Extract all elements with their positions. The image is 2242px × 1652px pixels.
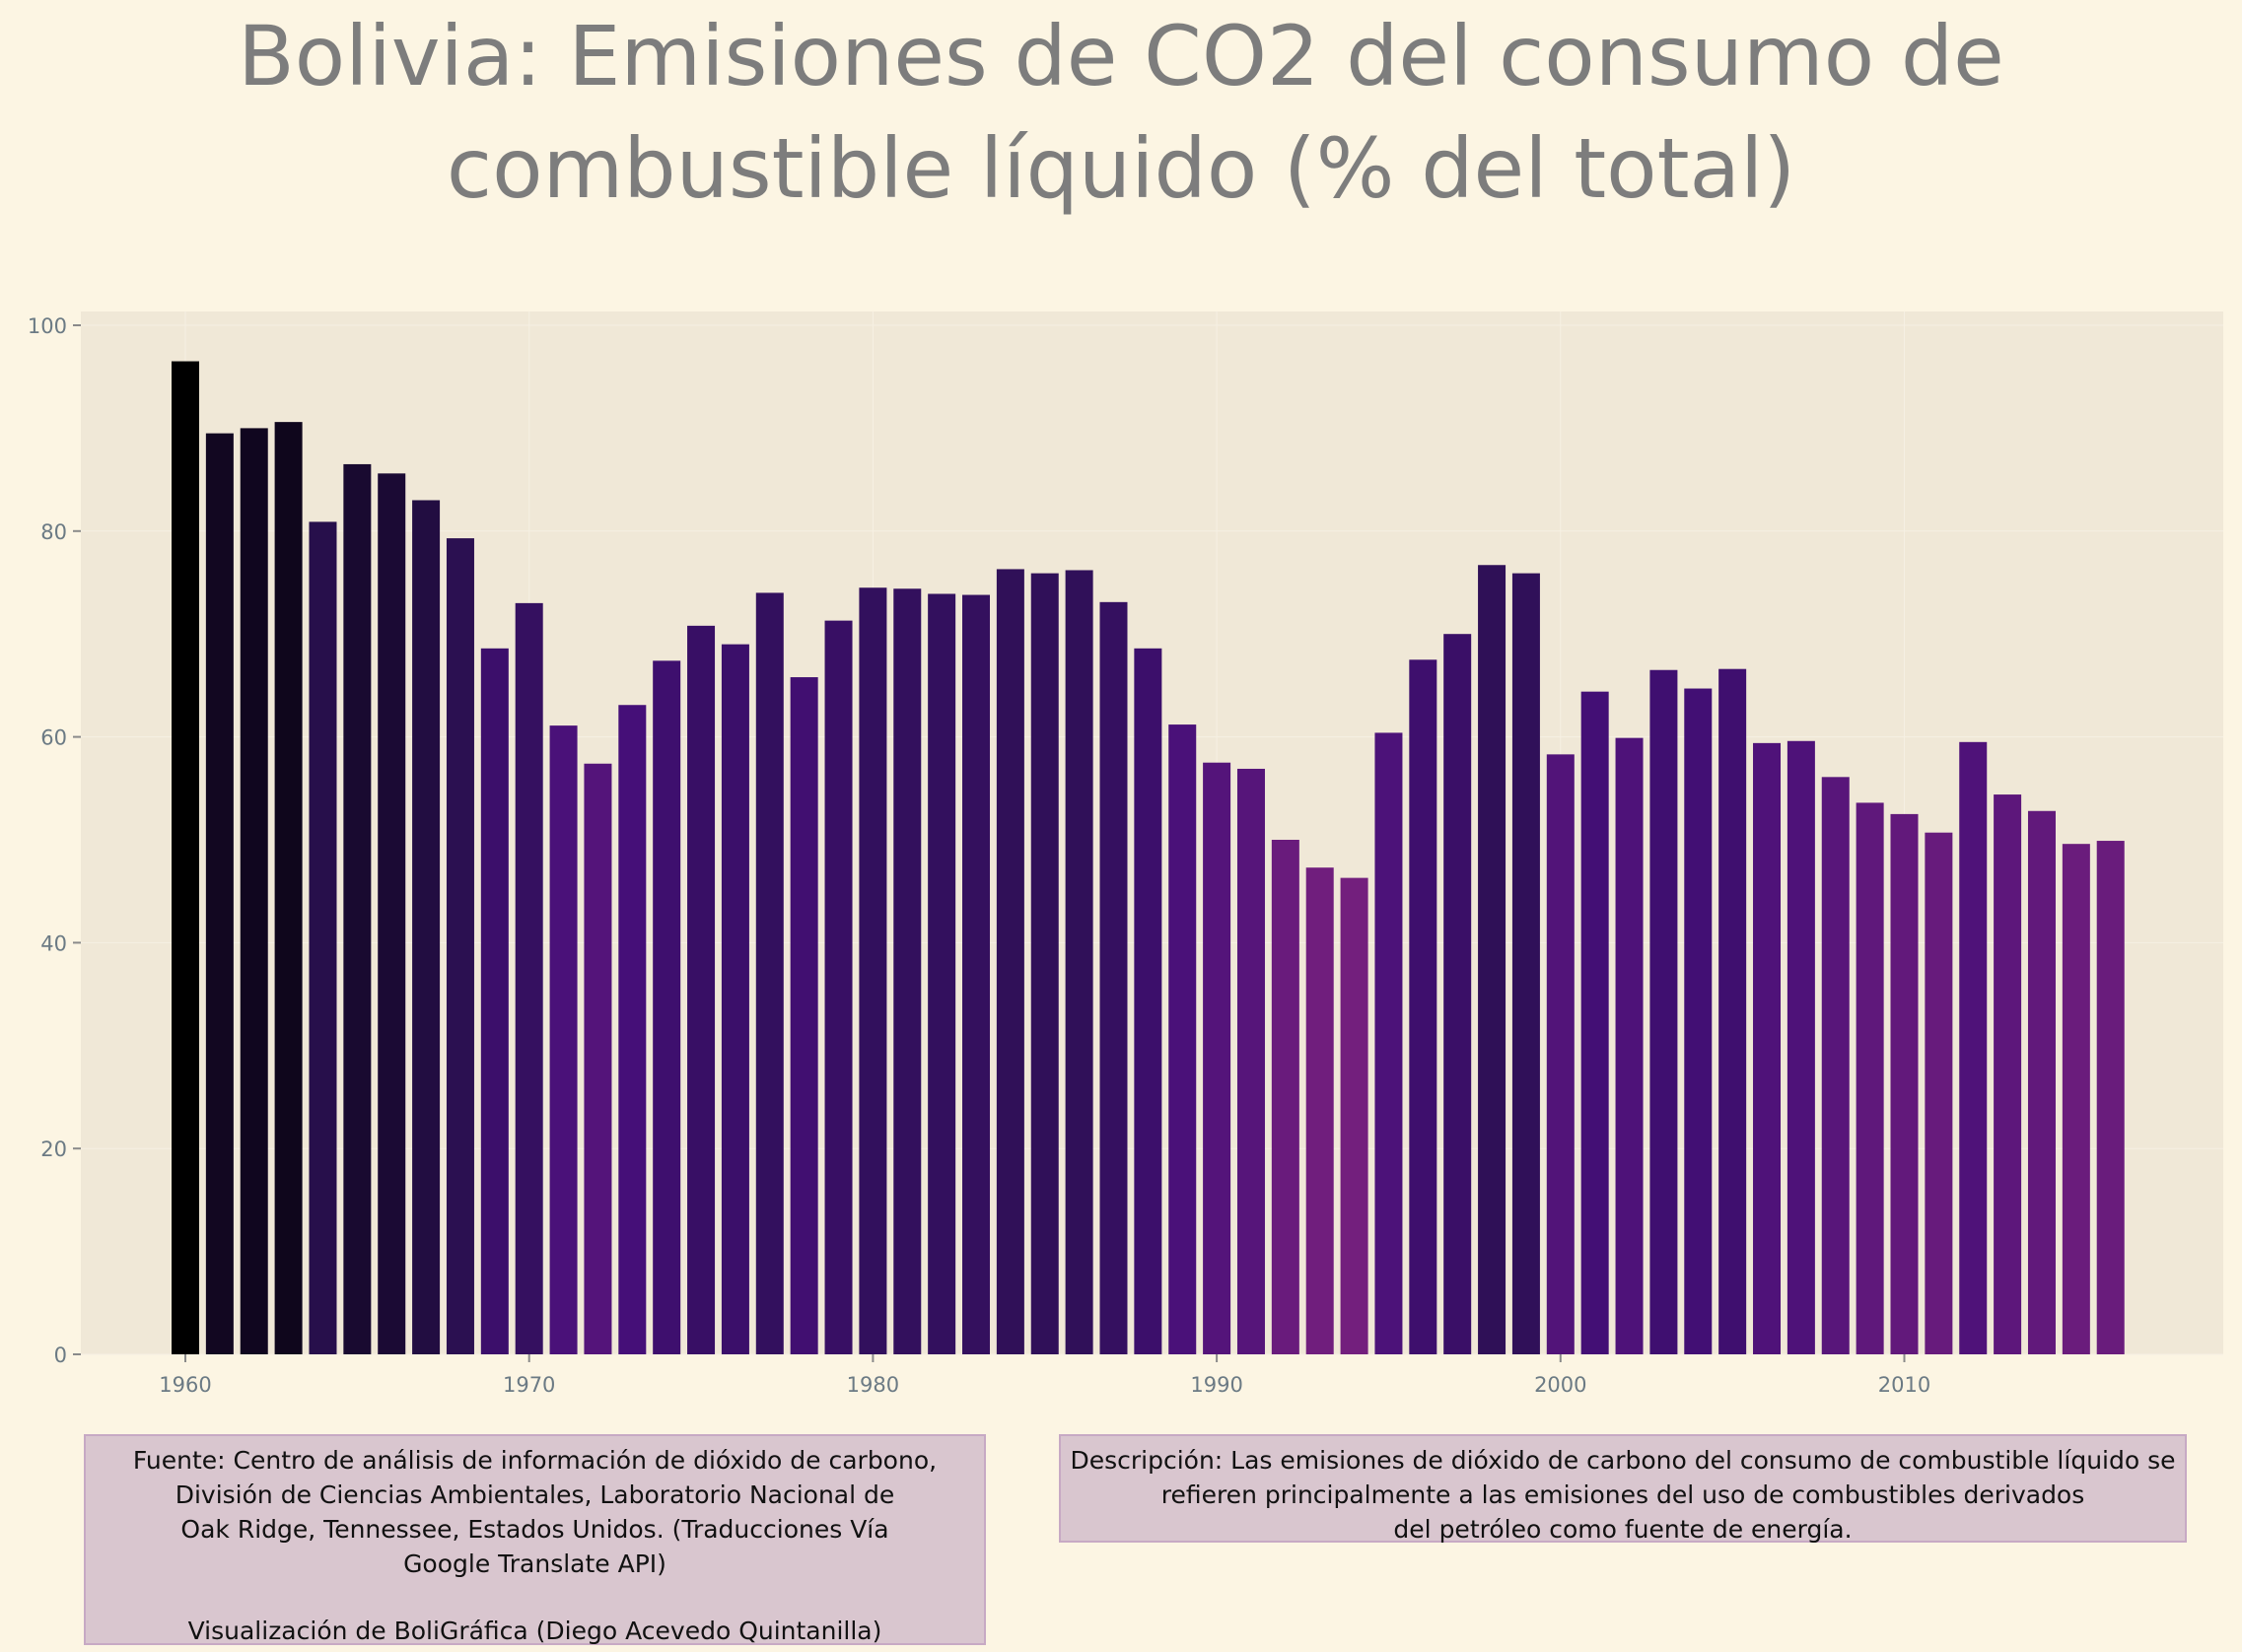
bar-1961 [205,433,234,1354]
bar-1978 [790,677,818,1354]
y-tick-label: 80 [40,520,67,544]
description-line-3: del petróleo como fuente de energía. [1393,1515,1853,1544]
bar-1981 [893,588,922,1354]
source-line-3: Oak Ridge, Tennessee, Estados Unidos. (T… [180,1515,889,1544]
bar-2002 [1615,737,1644,1354]
chart-title: Bolivia: Emisiones de CO2 del consumo de… [0,0,2242,225]
bar-1986 [1065,570,1093,1354]
chart-title-line-1: Bolivia: Emisiones de CO2 del consumo de [238,8,2004,104]
bar-1967 [412,500,441,1355]
x-tick-label: 2010 [1878,1373,1930,1397]
bars [172,361,2125,1355]
bar-chart: 0 20 40 60 80 100 1960 1970 1980 1990 2000 2010 [28,311,2223,1397]
bar-1966 [378,473,406,1354]
bar-1975 [687,625,716,1354]
bar-1962 [240,428,268,1354]
bar-1960 [172,361,199,1354]
bar-1998 [1478,565,1506,1354]
y-tick-label: 0 [54,1343,67,1367]
source-note: Fuente: Centro de análisis de informació… [84,1434,986,1645]
bar-1983 [962,594,991,1354]
bar-2008 [1821,777,1850,1354]
bar-2015 [2062,844,2090,1354]
bar-1972 [584,763,612,1354]
credit-line: Visualización de BoliGráfica (Diego Acev… [187,1617,882,1645]
bar-2016 [2096,841,2125,1354]
bar-2010 [1890,813,1919,1354]
x-tick-label: 2000 [1534,1373,1586,1397]
bar-2004 [1684,688,1713,1354]
bar-2001 [1580,691,1609,1354]
x-tick-label: 1980 [847,1373,899,1397]
y-tick-label: 100 [28,314,67,338]
bar-1991 [1236,768,1265,1354]
bar-1979 [824,620,853,1354]
x-tick-label: 1970 [503,1373,555,1397]
bar-1969 [480,648,509,1354]
bar-1968 [446,538,474,1354]
x-tick-label: 1960 [159,1373,211,1397]
bar-2003 [1649,669,1678,1354]
bar-1977 [755,592,784,1354]
bar-1996 [1409,659,1437,1354]
y-tick-label: 60 [40,726,67,750]
bar-1984 [996,569,1024,1354]
bar-1990 [1203,762,1231,1354]
bar-1987 [1099,601,1128,1354]
bar-1970 [515,602,543,1354]
bar-2012 [1959,741,1988,1354]
source-line-2: División de Ciencias Ambientales, Labora… [175,1480,895,1509]
bar-1997 [1443,634,1472,1354]
description-line-2: refieren principalmente a las emisiones … [1160,1480,2085,1509]
bar-1964 [309,521,337,1354]
bar-1994 [1340,877,1368,1354]
bar-2006 [1753,742,1782,1354]
x-tick-label: 1990 [1190,1373,1242,1397]
source-line-1: Fuente: Centro de análisis de informació… [132,1446,938,1475]
bar-1976 [721,644,749,1354]
y-tick-label: 40 [40,931,67,955]
bar-1993 [1305,867,1334,1354]
bar-2009 [1856,802,1884,1354]
bar-1963 [274,422,303,1354]
bar-2011 [1925,832,1953,1354]
bar-1995 [1374,732,1403,1354]
bar-1988 [1134,648,1162,1354]
source-line-4: Google Translate API) [403,1549,666,1578]
bar-1973 [618,705,647,1354]
bar-2013 [1994,794,2022,1354]
bar-2014 [2027,810,2056,1354]
bar-1989 [1168,724,1197,1354]
chart-title-line-2: combustible líquido (% del total) [446,120,1796,217]
bar-1982 [928,593,956,1354]
description-note: Descripción: Las emisiones de dióxido de… [1059,1434,2187,1544]
bar-2000 [1546,754,1575,1354]
bar-1971 [549,725,578,1354]
y-tick-label: 20 [40,1137,67,1161]
bar-1985 [1030,573,1059,1354]
bar-1992 [1271,840,1299,1354]
bar-1999 [1511,573,1540,1354]
bar-1965 [343,463,372,1354]
bar-2005 [1718,668,1747,1354]
description-line-1: Descripción: Las emisiones de dióxido de… [1070,1446,2176,1475]
bar-1974 [653,660,681,1354]
axes: 0 20 40 60 80 100 1960 1970 1980 1990 2000 2010 [28,314,1930,1397]
bar-1980 [859,587,887,1354]
bar-2007 [1787,740,1815,1354]
